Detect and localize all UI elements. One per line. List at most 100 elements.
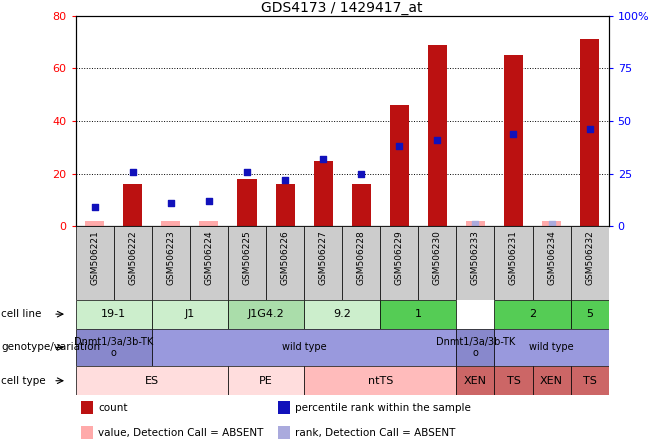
Bar bbox=[380, 226, 418, 300]
Bar bbox=[390, 105, 409, 226]
Bar bbox=[532, 366, 570, 395]
Point bbox=[166, 200, 176, 207]
Bar bbox=[314, 161, 333, 226]
Bar bbox=[123, 184, 142, 226]
Bar bbox=[351, 184, 370, 226]
Bar bbox=[190, 226, 228, 300]
Text: genotype/variation: genotype/variation bbox=[1, 342, 101, 353]
Text: GSM506228: GSM506228 bbox=[357, 230, 366, 285]
Text: count: count bbox=[98, 403, 128, 413]
Text: 2: 2 bbox=[529, 309, 536, 319]
Bar bbox=[494, 366, 532, 395]
Bar bbox=[152, 300, 228, 329]
Bar bbox=[85, 221, 104, 226]
Bar bbox=[542, 221, 561, 226]
Bar bbox=[494, 226, 532, 300]
Text: GSM506221: GSM506221 bbox=[90, 230, 99, 285]
Point bbox=[394, 143, 405, 150]
Point bbox=[432, 136, 443, 143]
Bar bbox=[457, 329, 494, 366]
Text: GSM506233: GSM506233 bbox=[471, 230, 480, 285]
Point bbox=[508, 130, 519, 137]
Point bbox=[128, 168, 138, 175]
Text: PE: PE bbox=[259, 376, 273, 386]
Bar bbox=[570, 366, 609, 395]
Bar bbox=[276, 184, 295, 226]
Bar bbox=[76, 329, 152, 366]
Text: GSM506225: GSM506225 bbox=[243, 230, 251, 285]
Text: GSM506223: GSM506223 bbox=[166, 230, 175, 285]
Bar bbox=[228, 366, 304, 395]
Bar bbox=[428, 44, 447, 226]
Text: 1: 1 bbox=[415, 309, 422, 319]
Text: GSM506224: GSM506224 bbox=[205, 230, 213, 285]
Bar bbox=[152, 329, 457, 366]
Bar bbox=[76, 300, 152, 329]
Bar bbox=[570, 300, 609, 329]
Bar bbox=[580, 39, 599, 226]
Text: ES: ES bbox=[145, 376, 159, 386]
Text: GSM506232: GSM506232 bbox=[585, 230, 594, 285]
Bar bbox=[228, 300, 304, 329]
Point bbox=[318, 155, 328, 163]
Bar bbox=[199, 221, 218, 226]
Point bbox=[546, 221, 557, 228]
Point bbox=[204, 198, 215, 205]
Bar bbox=[532, 226, 570, 300]
Bar bbox=[228, 226, 266, 300]
Point bbox=[584, 126, 595, 133]
Point bbox=[89, 204, 100, 211]
Text: TS: TS bbox=[507, 376, 520, 386]
Text: 5: 5 bbox=[586, 309, 593, 319]
Bar bbox=[278, 401, 290, 414]
Text: TS: TS bbox=[583, 376, 597, 386]
Bar bbox=[570, 226, 609, 300]
Text: 19-1: 19-1 bbox=[101, 309, 126, 319]
Text: XEN: XEN bbox=[464, 376, 487, 386]
Title: GDS4173 / 1429417_at: GDS4173 / 1429417_at bbox=[261, 0, 423, 15]
Text: rank, Detection Call = ABSENT: rank, Detection Call = ABSENT bbox=[295, 428, 455, 438]
Text: XEN: XEN bbox=[540, 376, 563, 386]
Bar bbox=[81, 426, 93, 439]
Bar bbox=[418, 226, 457, 300]
Text: GSM506231: GSM506231 bbox=[509, 230, 518, 285]
Bar bbox=[504, 55, 523, 226]
Bar bbox=[457, 226, 494, 300]
Bar bbox=[76, 226, 114, 300]
Bar bbox=[278, 426, 290, 439]
Bar bbox=[380, 300, 457, 329]
Text: percentile rank within the sample: percentile rank within the sample bbox=[295, 403, 471, 413]
Bar bbox=[114, 226, 152, 300]
Text: GSM506234: GSM506234 bbox=[547, 230, 556, 285]
Bar bbox=[266, 226, 304, 300]
Text: 9.2: 9.2 bbox=[333, 309, 351, 319]
Bar bbox=[152, 226, 190, 300]
Text: J1G4.2: J1G4.2 bbox=[247, 309, 284, 319]
Point bbox=[280, 177, 290, 184]
Bar bbox=[304, 226, 342, 300]
Text: GSM506226: GSM506226 bbox=[280, 230, 290, 285]
Bar bbox=[238, 179, 257, 226]
Bar bbox=[76, 366, 228, 395]
Text: Dnmt1/3a/3b-TK
o: Dnmt1/3a/3b-TK o bbox=[74, 337, 153, 358]
Text: value, Detection Call = ABSENT: value, Detection Call = ABSENT bbox=[98, 428, 263, 438]
Text: ntTS: ntTS bbox=[368, 376, 393, 386]
Point bbox=[241, 168, 252, 175]
Bar bbox=[466, 221, 485, 226]
Point bbox=[356, 170, 367, 177]
Text: J1: J1 bbox=[185, 309, 195, 319]
Text: wild type: wild type bbox=[282, 342, 326, 353]
Bar bbox=[161, 221, 180, 226]
Bar bbox=[304, 366, 457, 395]
Text: GSM506227: GSM506227 bbox=[318, 230, 328, 285]
Bar bbox=[81, 401, 93, 414]
Text: Dnmt1/3a/3b-TK
o: Dnmt1/3a/3b-TK o bbox=[436, 337, 515, 358]
Text: GSM506222: GSM506222 bbox=[128, 230, 138, 285]
Bar bbox=[304, 300, 380, 329]
Text: cell type: cell type bbox=[1, 376, 46, 386]
Bar bbox=[494, 329, 609, 366]
Bar bbox=[457, 366, 494, 395]
Text: wild type: wild type bbox=[529, 342, 574, 353]
Text: GSM506230: GSM506230 bbox=[433, 230, 442, 285]
Point bbox=[470, 221, 480, 228]
